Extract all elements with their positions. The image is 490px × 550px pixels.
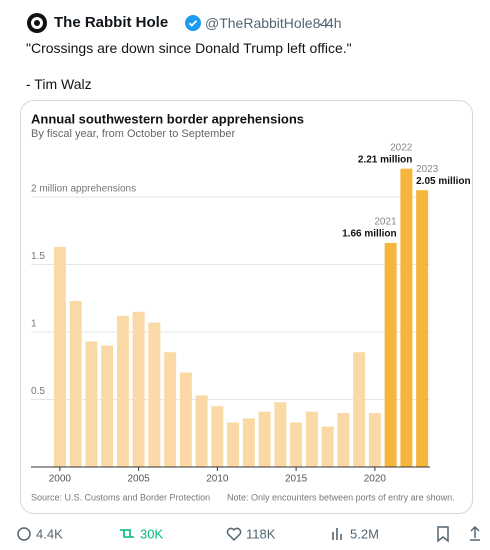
timestamp[interactable]: 4h <box>326 15 342 31</box>
bar <box>101 345 114 467</box>
avatar[interactable] <box>26 12 48 34</box>
bar <box>242 418 255 467</box>
bar <box>116 315 129 467</box>
y-tick-label: 1 <box>31 319 37 330</box>
chart: Annual southwestern border apprehensions… <box>31 111 471 502</box>
source: Source: U.S. Customs and Border Protecti… <box>31 492 210 502</box>
bar <box>195 395 208 467</box>
bar <box>258 411 271 467</box>
bar <box>321 426 334 467</box>
bar <box>290 422 303 467</box>
chart-subtitle: By fiscal year, from October to Septembe… <box>31 128 236 140</box>
tweet-text: "Crossings are down since Donald Trump l… <box>26 40 352 56</box>
value-label: 2.21 million <box>358 154 412 165</box>
view-count: 5.2M <box>350 526 379 541</box>
bar <box>400 168 413 467</box>
bar <box>148 322 161 467</box>
media-frame[interactable]: Annual southwestern border apprehensions… <box>20 100 473 514</box>
chart-title: Annual southwestern border apprehensions <box>31 111 304 126</box>
x-tick-label: 2020 <box>364 474 387 485</box>
action-bar: 4.4K 30K 118K 5.2M <box>17 525 480 543</box>
x-tick-label: 2010 <box>206 474 229 485</box>
reply-count: 4.4K <box>36 526 63 541</box>
like-button[interactable]: 118K <box>226 526 276 541</box>
bar <box>132 311 145 467</box>
bar <box>384 242 397 467</box>
y-tick-label: 0.5 <box>31 386 45 397</box>
reply-button[interactable]: 4.4K <box>17 526 63 541</box>
y-tick-label: 2 million apprehensions <box>31 184 136 195</box>
note: Note: Only encounters between ports of e… <box>227 492 455 502</box>
bookmark-button[interactable] <box>437 526 449 543</box>
separator: · <box>318 15 323 31</box>
bar-year-label: 2021 <box>374 217 397 228</box>
bar-year-label: 2022 <box>390 142 413 153</box>
bar <box>305 411 318 467</box>
bar <box>274 402 287 467</box>
bar <box>85 341 98 467</box>
bar <box>164 352 177 467</box>
bar <box>69 300 82 467</box>
value-label: 1.66 million <box>342 229 396 240</box>
bar <box>179 372 192 467</box>
bar <box>337 413 350 467</box>
bar <box>416 190 429 467</box>
x-tick-label: 2000 <box>49 474 72 485</box>
bar <box>227 422 240 467</box>
views-button[interactable]: 5.2M <box>332 526 379 541</box>
value-label: 2.05 million <box>416 176 470 187</box>
share-button[interactable] <box>470 525 480 541</box>
x-tick-label: 2005 <box>128 474 151 485</box>
bar <box>353 352 366 467</box>
y-tick-label: 1.5 <box>31 251 45 262</box>
x-tick-label: 2015 <box>285 474 308 485</box>
tweet-attribution: - Tim Walz <box>26 76 92 92</box>
author-name[interactable]: The Rabbit Hole <box>54 14 169 31</box>
bar-year-label: 2023 <box>416 164 439 175</box>
verified-badge <box>185 15 201 31</box>
repost-count: 30K <box>140 526 163 541</box>
like-count: 118K <box>246 526 276 541</box>
bar <box>211 406 224 467</box>
bar <box>368 413 381 467</box>
bar <box>53 246 66 467</box>
handle[interactable]: @TheRabbitHole84 <box>205 15 329 31</box>
repost-button[interactable]: 30K <box>120 526 163 541</box>
